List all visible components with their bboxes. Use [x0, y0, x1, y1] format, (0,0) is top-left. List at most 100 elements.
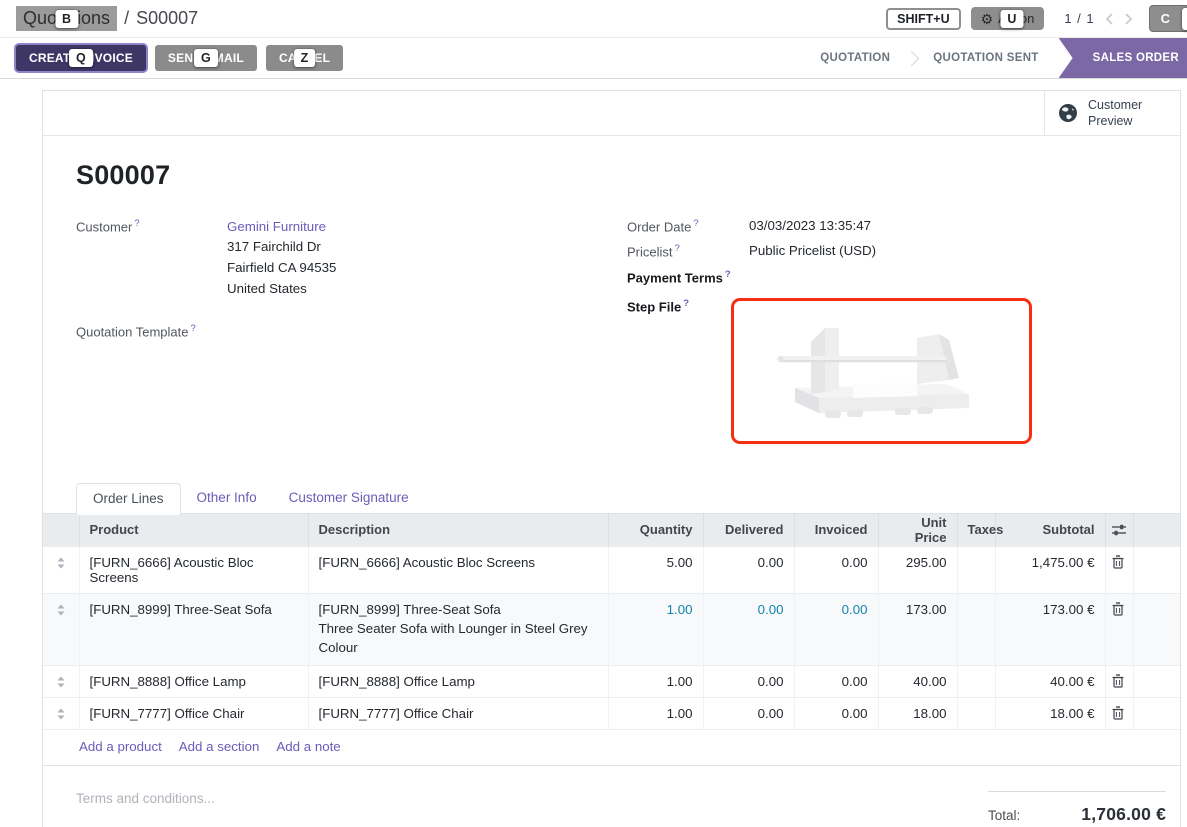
cell-delivered[interactable]: 0.00	[703, 664, 795, 698]
cell-description[interactable]: [FURN_8999] Three-Seat Sofa Three Seater…	[308, 592, 609, 666]
notebook-tabs: Order Lines Other Info Customer Signatur…	[76, 482, 1166, 515]
cancel-button[interactable]: CANCEL Z	[265, 45, 344, 71]
customer-label: Customer?	[76, 218, 140, 235]
drag-handle[interactable]	[43, 545, 80, 594]
cell-unit-price[interactable]: 173.00	[878, 592, 958, 666]
customer-link[interactable]: Gemini Furniture	[227, 219, 327, 234]
help-icon: ?	[190, 323, 196, 334]
table-row[interactable]: [FURN_6666] Acoustic Bloc Screens [FURN_…	[43, 545, 1180, 594]
sheet-body: S00007 Customer? Gemini Furniture 317 Fa…	[43, 160, 1180, 515]
action-menu-button[interactable]: ⚙ Action U	[970, 7, 1045, 30]
add-product-link[interactable]: Add a product	[79, 738, 162, 754]
step-3d-model	[777, 327, 969, 418]
cell-taxes[interactable]	[957, 696, 996, 729]
cell-quantity[interactable]: 1.00	[608, 592, 704, 666]
delete-row-button[interactable]	[1105, 592, 1134, 666]
field-payment-terms[interactable]: Payment Terms?	[621, 269, 1166, 285]
col-unit-price[interactable]: Unit Price	[878, 512, 958, 547]
drag-handle[interactable]	[43, 664, 80, 698]
step-file-image[interactable]	[731, 297, 1032, 444]
breadcrumb-quotations[interactable]: Quotations B	[16, 6, 118, 31]
cell-unit-price[interactable]: 40.00	[878, 664, 958, 698]
cell-unit-price[interactable]: 18.00	[878, 696, 958, 729]
cell-delivered[interactable]: 0.00	[703, 696, 795, 729]
drag-handle[interactable]	[43, 592, 80, 666]
cell-invoiced[interactable]: 0.00	[794, 592, 879, 666]
cell-quantity[interactable]: 5.00	[608, 545, 704, 594]
totals-block: Total: 1,706.00 €	[988, 790, 1166, 825]
add-section-link[interactable]: Add a section	[178, 738, 260, 754]
tab-customer-signature[interactable]: Customer Signature	[288, 489, 409, 505]
customer-preview-button[interactable]: Customer Preview	[1044, 91, 1180, 135]
send-email-button[interactable]: SEND EMAIL G	[154, 45, 257, 71]
tab-order-lines[interactable]: Order Lines	[76, 482, 181, 515]
cell-product[interactable]: [FURN_8888] Office Lamp	[79, 664, 309, 698]
col-taxes[interactable]: Taxes	[957, 512, 1003, 547]
table-row[interactable]: [FURN_8888] Office Lamp [FURN_8888] Offi…	[43, 664, 1180, 698]
cell-product[interactable]: [FURN_7777] Office Chair	[79, 696, 309, 729]
field-grid: Customer? Gemini Furniture 317 Fairchild…	[76, 218, 1166, 453]
total-label: Total:	[988, 807, 1021, 823]
key-hint-badge-q: Q	[68, 49, 93, 67]
cell-quantity[interactable]: 1.00	[608, 696, 704, 729]
col-description[interactable]: Description	[308, 512, 609, 547]
delete-row-button[interactable]	[1105, 696, 1134, 729]
key-hint-badge-z: Z	[293, 49, 316, 67]
breadcrumb-record: S00007	[136, 8, 199, 28]
drag-handle[interactable]	[43, 696, 80, 729]
cell-quantity[interactable]: 1.00	[608, 664, 704, 698]
col-product[interactable]: Product	[79, 512, 309, 547]
help-icon: ?	[674, 243, 680, 255]
terms-placeholder[interactable]: Terms and conditions...	[76, 790, 215, 806]
cell-unit-price[interactable]: 295.00	[878, 545, 958, 594]
cell-delivered[interactable]: 0.00	[703, 592, 795, 666]
cell-taxes[interactable]	[957, 545, 996, 594]
breadcrumb-separator: /	[124, 8, 130, 28]
order-date-value[interactable]: 03/03/2023 13:35:47	[749, 218, 872, 233]
cutoff-create-button[interactable]: C	[1148, 5, 1187, 32]
key-hint-badge-g: G	[193, 49, 218, 67]
control-bar: CREATE INVOICE Q SEND EMAIL G CANCEL Z Q…	[0, 38, 1187, 79]
col-delivered[interactable]: Delivered	[703, 512, 795, 547]
col-quantity[interactable]: Quantity	[608, 512, 704, 547]
table-row[interactable]: [FURN_7777] Office Chair [FURN_7777] Off…	[43, 696, 1180, 729]
add-note-link[interactable]: Add a note	[276, 738, 341, 754]
page-title: S00007	[76, 160, 171, 190]
description-line: [FURN_8999] Three-Seat Sofa	[318, 601, 501, 617]
stage-quotation-sent[interactable]: QUOTATION SENT	[933, 52, 1039, 64]
pricelist-value[interactable]: Public Pricelist (USD)	[749, 243, 877, 259]
drag-handle-icon	[57, 708, 65, 720]
cutoff-create-label: C	[1160, 11, 1170, 26]
chevron-right-icon[interactable]	[1124, 12, 1133, 26]
stage-quotation[interactable]: QUOTATION	[820, 52, 891, 64]
cell-taxes[interactable]	[957, 664, 996, 698]
cell-description[interactable]: [FURN_8888] Office Lamp	[308, 664, 609, 698]
field-quotation-template[interactable]: Quotation Template?	[76, 323, 621, 339]
cell-description[interactable]: [FURN_6666] Acoustic Bloc Screens	[308, 545, 609, 594]
address-line: United States	[227, 281, 307, 296]
drag-handle-icon	[57, 604, 65, 616]
cell-product[interactable]: [FURN_6666] Acoustic Bloc Screens	[79, 545, 309, 594]
cell-product[interactable]: [FURN_8999] Three-Seat Sofa	[79, 592, 309, 666]
create-invoice-button[interactable]: CREATE INVOICE Q	[16, 45, 146, 71]
cell-delivered[interactable]: 0.00	[703, 545, 795, 594]
col-invoiced[interactable]: Invoiced	[794, 512, 879, 547]
header-filler	[1133, 512, 1180, 547]
cell-description[interactable]: [FURN_7777] Office Chair	[308, 696, 609, 729]
cell-invoiced[interactable]: 0.00	[794, 696, 879, 729]
cell-subtotal: 1,475.00 €	[995, 545, 1106, 594]
description-line: Three Seater Sofa with Lounger in Steel …	[318, 620, 588, 655]
chevron-left-icon[interactable]	[1105, 12, 1114, 26]
delete-row-button[interactable]	[1105, 545, 1134, 594]
stage-sales-order-active[interactable]: SALES ORDER	[1058, 38, 1187, 78]
key-hint-badge-u: U	[1000, 9, 1024, 28]
cell-invoiced[interactable]: 0.00	[794, 664, 879, 698]
topbar-right: SHIFT+U ⚙ Action U 1 / 1 C	[886, 5, 1187, 32]
delete-row-button[interactable]	[1105, 664, 1134, 698]
cell-taxes[interactable]	[957, 592, 996, 666]
tab-other-info[interactable]: Other Info	[196, 489, 257, 505]
table-row[interactable]: [FURN_8999] Three-Seat Sofa [FURN_8999] …	[43, 592, 1180, 666]
cell-invoiced[interactable]: 0.00	[794, 545, 879, 594]
col-subtotal[interactable]: Subtotal	[995, 512, 1106, 547]
optional-columns-button[interactable]	[1105, 512, 1134, 547]
